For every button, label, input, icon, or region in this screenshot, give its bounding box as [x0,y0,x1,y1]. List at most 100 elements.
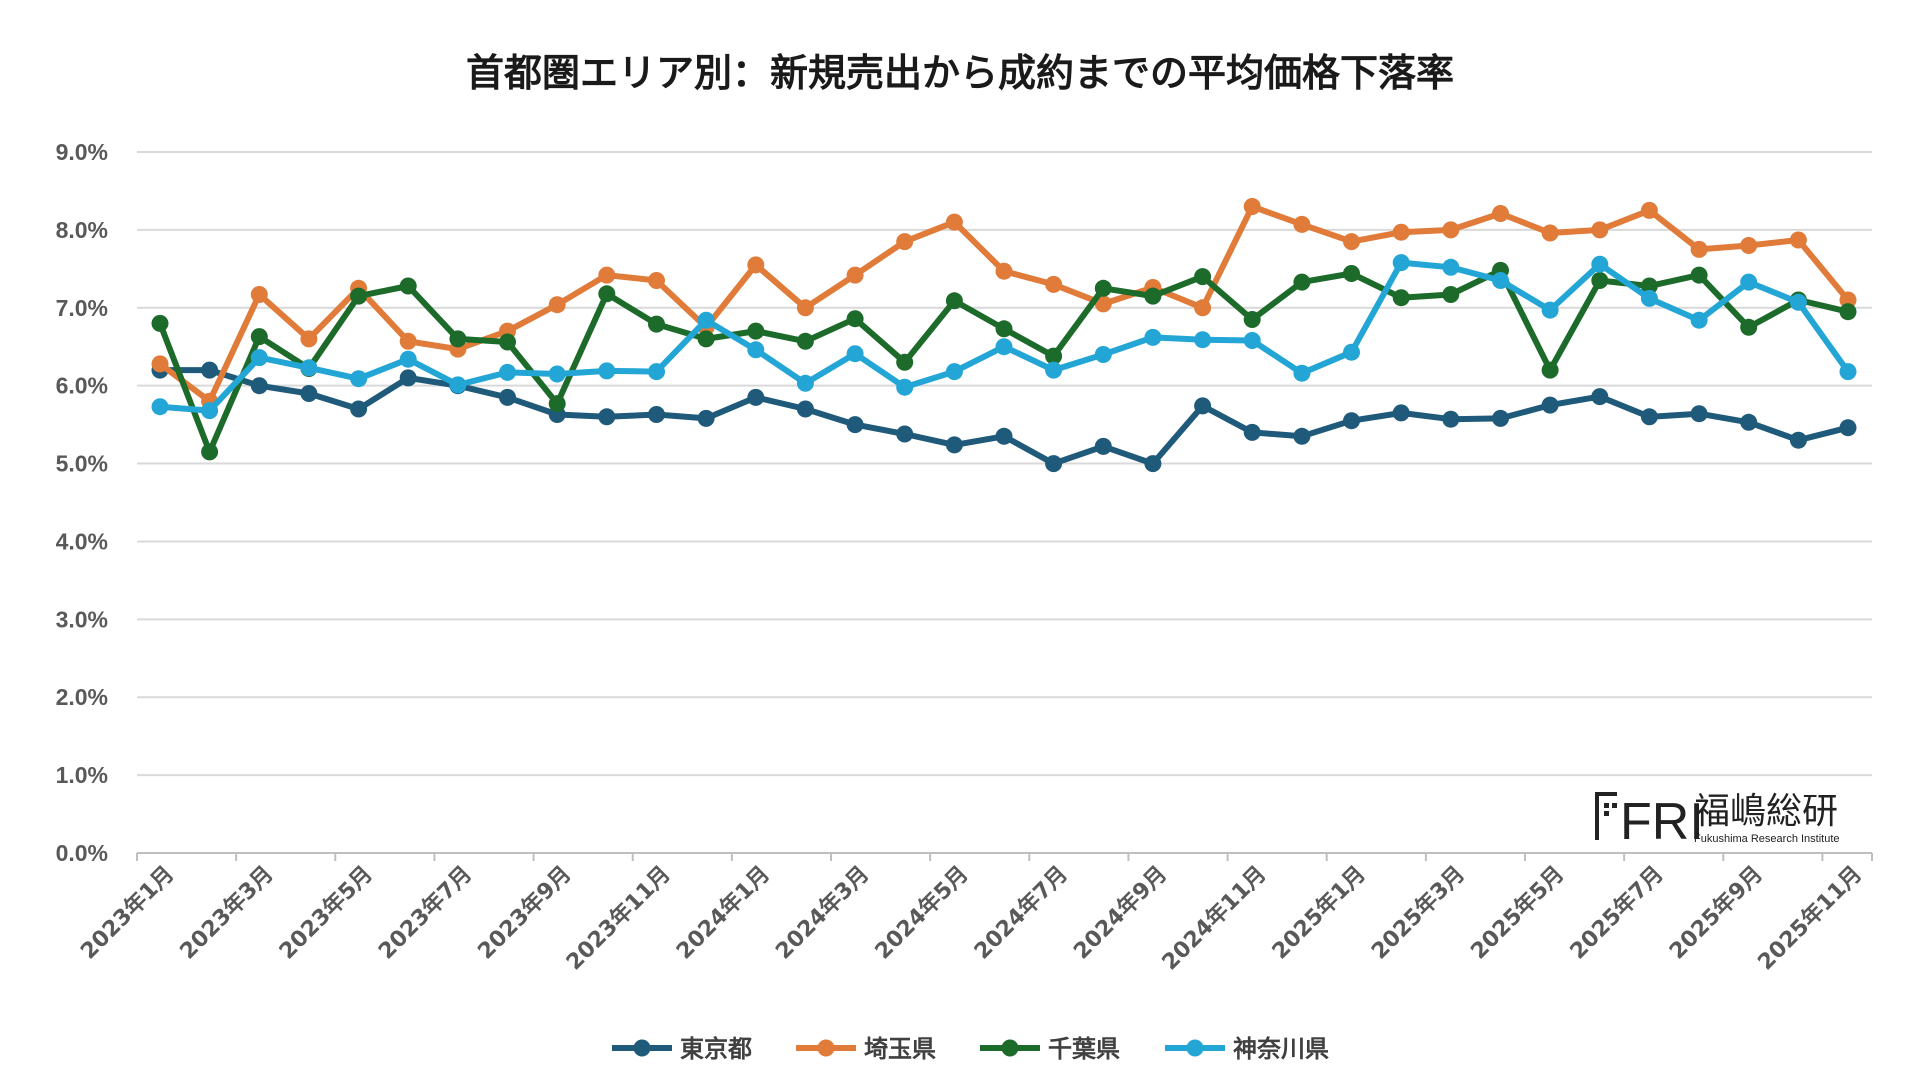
data-point [399,332,417,350]
legend-item: 千葉県 [980,1035,1120,1063]
data-point [1194,299,1212,317]
y-tick-label: 8.0% [56,217,108,243]
data-point [796,374,814,392]
legend-label: 千葉県 [1048,1035,1120,1063]
legend-swatch-marker [1001,1039,1019,1057]
data-point [1293,364,1311,382]
x-tick-label: 2023年5月 [274,861,378,965]
data-point [1839,363,1857,381]
legend-swatch-marker [633,1039,651,1057]
data-point [1343,233,1360,251]
data-point [1789,231,1807,249]
data-point [1243,332,1261,349]
fri-logo-mark [1595,792,1617,840]
data-point [250,328,268,346]
legend-item: 東京都 [612,1035,752,1063]
data-point [1392,289,1410,307]
data-point [399,369,417,387]
data-point [1392,254,1410,272]
data-point [1293,273,1311,291]
x-tick-label: 2025年9月 [1664,861,1768,965]
y-tick-label: 2.0% [56,684,108,710]
data-point [1839,419,1857,437]
data-point [945,213,963,231]
logo-name-en: Fukushima Research Institute [1694,833,1840,845]
data-point [548,395,566,413]
data-point [250,286,268,303]
data-point [945,292,963,310]
data-point [548,365,566,383]
data-point [1144,455,1162,473]
data-point [1492,272,1509,289]
logo-dot [1604,803,1609,808]
y-tick-label: 6.0% [56,373,108,399]
data-point [1442,286,1460,303]
data-point [300,330,318,348]
x-tick-label: 2023年7月 [374,861,478,965]
data-point [747,322,765,340]
data-point [697,330,715,348]
data-point [796,400,814,418]
data-point [747,341,765,359]
x-tick-label: 2025年7月 [1565,861,1669,965]
data-point [1591,221,1609,239]
data-point [1492,205,1509,222]
data-point [1839,303,1857,321]
y-tick-label: 4.0% [56,528,108,554]
data-point [399,350,417,368]
data-point [995,262,1013,280]
data-point [1442,258,1460,276]
data-point [945,363,963,381]
data-point [1789,293,1807,311]
data-point [1144,328,1162,346]
data-point [499,333,516,351]
data-point [1045,455,1063,473]
data-point [1293,427,1311,445]
data-point [747,388,765,406]
data-point [598,408,616,426]
legend-swatch-marker [1186,1039,1204,1057]
data-point [648,363,665,381]
data-point [1492,409,1509,427]
data-point [201,402,219,420]
data-point [1591,388,1609,406]
series-東京都 [151,361,1857,473]
data-point [747,256,765,274]
series-lines [151,198,1857,473]
data-point [449,330,467,348]
legend-label: 東京都 [680,1035,752,1063]
data-point [1640,201,1658,219]
data-point [250,377,268,395]
y-tick-label: 0.0% [56,840,108,866]
x-tick-label: 2024年7月 [969,861,1073,965]
data-point [1541,361,1559,379]
logo-dot [1604,811,1609,816]
data-point [1243,423,1261,441]
y-tick-label: 3.0% [56,606,108,632]
data-point [896,353,914,371]
logo-bar [1595,792,1599,840]
data-point [896,425,914,443]
x-tick-label: 2025年5月 [1466,861,1570,965]
data-point [1392,404,1410,422]
data-point [1839,291,1857,309]
data-point [1591,272,1609,289]
data-point [697,311,715,329]
data-point [300,385,318,402]
data-point [151,314,169,332]
chart-title: 首都圏エリア別：新規売出から成約までの平均価格下落率 [466,51,1454,95]
data-point [846,310,864,328]
data-point [1094,437,1112,455]
legend: 東京都 埼玉県 千葉県 神奈川県 [612,1035,1329,1063]
y-tick-label: 9.0% [56,139,108,165]
legend-item: 埼玉県 [796,1035,936,1063]
data-point [648,315,665,333]
data-point [1740,318,1758,336]
data-point [499,363,516,381]
data-point [796,332,814,350]
data-point [1243,311,1261,328]
data-point [1640,289,1658,307]
data-point [250,349,268,367]
data-point [1789,431,1807,449]
data-point [1591,255,1609,273]
